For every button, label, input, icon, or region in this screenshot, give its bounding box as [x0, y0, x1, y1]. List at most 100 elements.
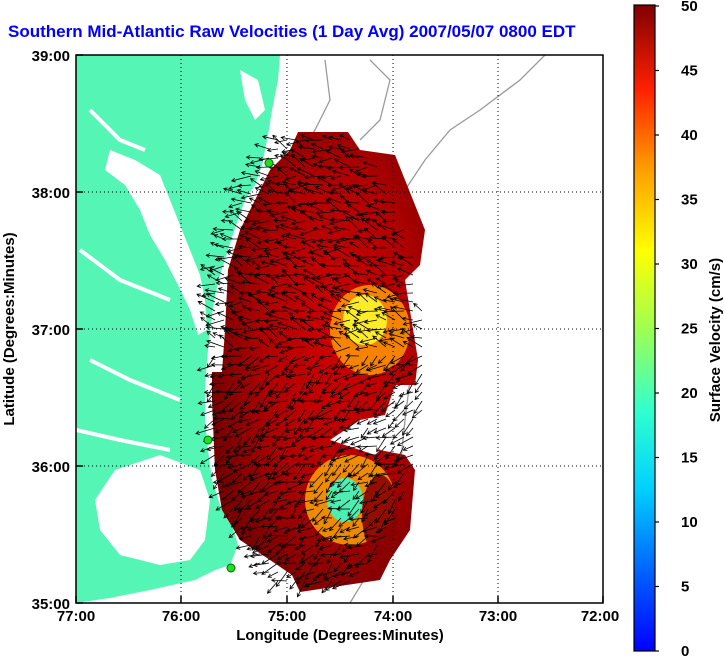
velocity-arrow [372, 182, 387, 195]
velocity-arrow [209, 241, 225, 249]
velocity-arrow [313, 544, 324, 561]
velocity-arrow [347, 562, 369, 569]
velocity-arrow [305, 364, 324, 371]
velocity-arrow [382, 341, 396, 348]
velocity-arrow [366, 204, 387, 213]
velocity-arrow [343, 535, 360, 541]
velocity-arrow [281, 289, 297, 295]
velocity-arrow [299, 399, 315, 404]
pamlico-sound [95, 455, 210, 565]
velocity-arrow [210, 362, 225, 368]
velocity-arrow [337, 472, 351, 489]
velocity-arrow [213, 463, 234, 468]
velocity-arrow [234, 346, 252, 352]
velocity-arrow [261, 134, 279, 141]
velocity-arrow [216, 311, 234, 321]
velocity-arrow [215, 499, 234, 511]
velocity-arrow [341, 408, 360, 413]
velocity-arrow [282, 251, 297, 267]
velocity-arrow [257, 490, 270, 503]
velocity-arrow [314, 338, 324, 348]
velocity-arrow [279, 223, 297, 231]
velocity-arrow [249, 553, 270, 559]
velocity-arrow [352, 279, 369, 285]
velocity-arrow [234, 427, 252, 438]
velocity-arrow [266, 445, 279, 461]
velocity-arrow [296, 479, 315, 485]
velocity-arrow [295, 499, 315, 505]
velocity-arrow [300, 544, 315, 555]
velocity-arrow [249, 472, 270, 482]
velocity-arrow [330, 293, 342, 303]
velocity-arrow [255, 272, 270, 277]
velocity-arrow [383, 391, 396, 400]
velocity-arrow [197, 300, 216, 312]
velocity-arrow [221, 434, 234, 440]
velocity-arrow [303, 454, 315, 461]
velocity-arrow [203, 390, 225, 395]
velocity-arrow [366, 364, 387, 372]
velocity-arrow [207, 400, 225, 409]
velocity-arrow [325, 272, 342, 277]
velocity-arrow [280, 273, 297, 278]
velocity-arrow [274, 238, 288, 244]
velocity-arrow [263, 490, 279, 497]
velocity-arrow [335, 294, 351, 303]
velocity-arrow [274, 153, 288, 159]
velocity-arrow [372, 335, 387, 348]
velocity-arrow [225, 454, 243, 460]
velocity-arrow [251, 220, 270, 226]
velocity-arrow [258, 339, 270, 348]
velocity-arrow [393, 400, 405, 409]
velocity-arrow [348, 364, 360, 370]
velocity-arrow [267, 389, 288, 394]
velocity-arrow [392, 382, 405, 389]
velocity-arrow [394, 418, 405, 428]
velocity-arrow [309, 472, 324, 488]
velocity-arrow [276, 167, 288, 177]
velocity-arrow [343, 553, 351, 563]
velocity-arrow [365, 217, 378, 222]
velocity-arrow [290, 436, 306, 446]
velocity-arrow [236, 444, 252, 450]
velocity-arrow [392, 305, 414, 312]
velocity-arrow [204, 343, 216, 349]
velocity-arrow [236, 211, 252, 222]
velocity-arrow [352, 517, 360, 527]
velocity-arrow [200, 409, 216, 417]
velocity-arrow [341, 544, 351, 553]
velocity-arrow [224, 382, 234, 401]
velocity-arrow [301, 292, 315, 303]
velocity-arrow [289, 167, 306, 177]
velocity-arrow [287, 284, 306, 294]
velocity-arrow [254, 382, 270, 397]
velocity-arrow [411, 409, 423, 419]
velocity-arrow [363, 533, 378, 539]
velocity-arrow [397, 267, 414, 276]
velocity-arrow [218, 334, 234, 348]
velocity-arrow [389, 436, 405, 445]
velocity-arrow [245, 155, 261, 160]
velocity-arrow [301, 241, 315, 249]
velocity-arrow [257, 197, 270, 204]
velocity-arrow [237, 296, 252, 303]
velocity-arrow [362, 435, 378, 441]
velocity-arrow [349, 241, 360, 249]
velocity-arrow [319, 416, 333, 421]
velocity-arrow [371, 535, 387, 543]
velocity-arrow [298, 434, 315, 440]
velocity-arrow [255, 499, 270, 509]
velocity-arrow [250, 454, 261, 464]
velocity-arrow [268, 323, 288, 330]
x-axis-label: Longitude (Degrees:Minutes) [236, 627, 444, 644]
radar-station-marker [226, 563, 236, 573]
velocity-arrow [272, 436, 279, 448]
velocity-arrow [382, 328, 396, 334]
velocity-arrow [286, 571, 297, 578]
velocity-arrow [347, 544, 369, 550]
velocity-arrow [296, 526, 315, 534]
velocity-arrow [248, 197, 261, 204]
velocity-arrow [332, 534, 351, 540]
velocity-arrow [321, 134, 333, 141]
velocity-arrow [327, 229, 342, 235]
